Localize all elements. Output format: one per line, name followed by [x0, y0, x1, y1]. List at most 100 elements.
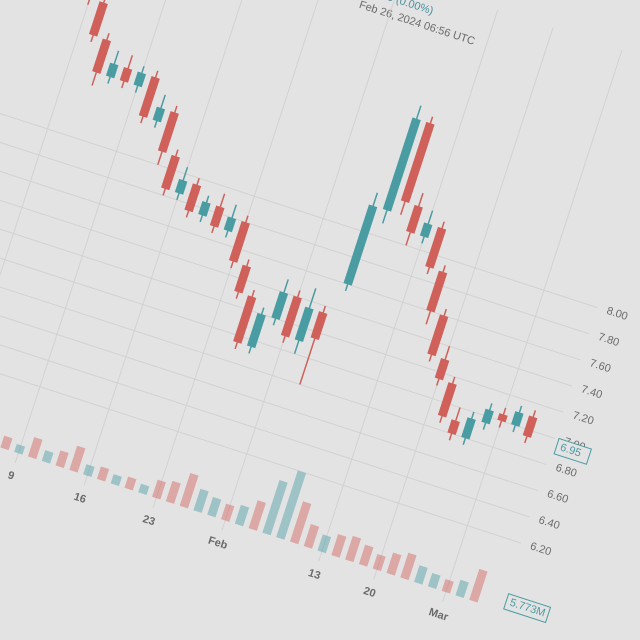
- volume-bar: [193, 488, 209, 513]
- volume-bar: [138, 483, 150, 495]
- candle-body: [133, 71, 147, 88]
- volume-bar: [110, 474, 122, 487]
- x-tick-label: Feb: [207, 535, 230, 553]
- grid-line: [373, 27, 554, 580]
- grid-line: [0, 201, 564, 413]
- volume-bar: [234, 504, 250, 527]
- volume-bar: [345, 535, 362, 563]
- grid-line: [0, 123, 590, 335]
- volume-bar: [414, 565, 428, 585]
- candle-body: [425, 226, 447, 269]
- volume-bar: [441, 579, 454, 594]
- candle-body: [461, 417, 476, 440]
- grid-line: [0, 149, 581, 361]
- volume-bar: [14, 443, 26, 455]
- grid-line: [83, 0, 264, 486]
- volume-bar: [221, 503, 235, 522]
- y-tick-label: 6.40: [537, 514, 561, 532]
- volume-bar: [27, 437, 43, 460]
- volume-bar: [303, 524, 320, 549]
- volume-bar: [69, 445, 86, 473]
- candle-body: [92, 38, 112, 74]
- grid-line: [442, 49, 623, 602]
- candle-body: [174, 178, 188, 195]
- x-tick-label: Mar: [427, 606, 450, 624]
- volume-bar: [83, 464, 95, 478]
- x-tick-label: 9: [6, 469, 16, 482]
- candle-body: [522, 415, 538, 438]
- candle-body: [447, 419, 460, 436]
- candle-body: [234, 264, 251, 294]
- volume-bar: [55, 450, 69, 469]
- volume-bar: [207, 496, 222, 518]
- volume-bar: [262, 479, 288, 536]
- candle-body: [434, 358, 450, 381]
- candle-body: [119, 67, 133, 83]
- last-price-box: [553, 437, 593, 465]
- candle-body: [481, 408, 494, 425]
- candle-body: [437, 382, 457, 418]
- candle-body: [419, 222, 433, 239]
- y-tick-label: 7.20: [571, 410, 595, 428]
- volume-bar: [455, 579, 469, 599]
- volume-bar: [427, 572, 441, 590]
- volume-bar: [317, 534, 332, 554]
- grid-line: [318, 9, 499, 562]
- grid-line: [0, 0, 126, 441]
- y-tick-label: 8.00: [605, 305, 629, 323]
- volume-bar: [358, 544, 374, 567]
- grid-line: [0, 97, 598, 309]
- candle-body: [209, 205, 225, 228]
- candle-body: [152, 106, 166, 123]
- volume-bar: [469, 568, 488, 603]
- candle-body: [280, 295, 302, 338]
- grid-line: [0, 253, 547, 466]
- volume-label-box: [503, 593, 552, 624]
- grid-line: [152, 0, 333, 508]
- candle-body: [426, 270, 448, 313]
- candle-body: [400, 121, 435, 204]
- candle-body: [511, 411, 524, 427]
- candle-body: [382, 117, 421, 212]
- volume-bar: [96, 466, 110, 482]
- candle-body: [138, 76, 160, 118]
- volume-bar: [289, 501, 312, 545]
- y-tick-label: 7.60: [588, 357, 612, 375]
- candle-body: [157, 111, 179, 154]
- volume-bar: [400, 552, 417, 581]
- volume-bar: [248, 500, 266, 531]
- grid-line: [0, 306, 530, 518]
- volume-bar: [124, 476, 137, 491]
- x-tick-label: 23: [141, 513, 156, 528]
- volume-bar: [386, 552, 402, 576]
- candle-body: [198, 200, 211, 217]
- grid-line: [0, 332, 522, 544]
- volume-bar: [0, 435, 13, 451]
- grid-line: [0, 175, 573, 387]
- candle-body: [310, 311, 328, 341]
- grid-line: [14, 0, 195, 463]
- candle-body: [294, 306, 314, 343]
- candle-body: [406, 204, 423, 234]
- candle-body: [223, 216, 237, 233]
- grid-line: [0, 227, 556, 439]
- candle-body: [184, 183, 202, 213]
- x-tick-label: 13: [307, 567, 322, 582]
- candle-body: [427, 314, 449, 357]
- candle-body: [228, 220, 250, 263]
- candle-body: [88, 1, 108, 37]
- volume-bar: [179, 472, 199, 509]
- grid-line: [0, 280, 539, 492]
- candle-body: [161, 154, 180, 191]
- x-tick-label: 16: [72, 491, 87, 506]
- x-tick-label: 20: [362, 585, 377, 600]
- candle-body: [233, 295, 257, 344]
- candle-body: [246, 312, 266, 349]
- candle-body: [343, 204, 378, 286]
- y-tick-label: 7.40: [580, 383, 604, 401]
- candle-body: [105, 62, 119, 79]
- candle-body: [497, 413, 508, 423]
